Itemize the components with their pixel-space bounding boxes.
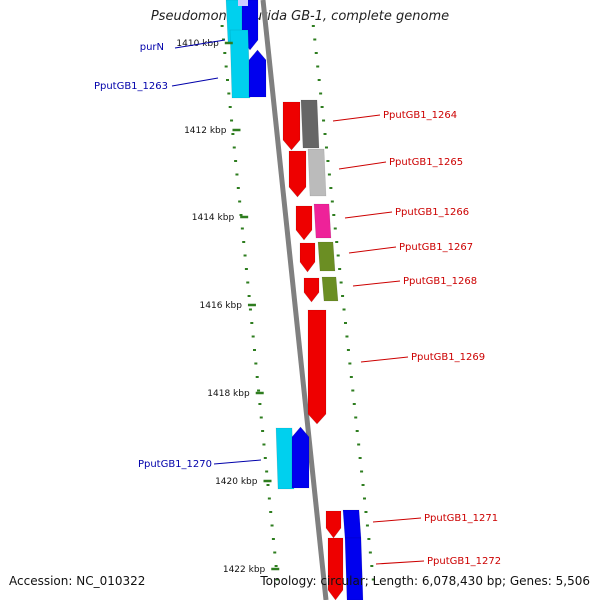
label-leader-line (171, 77, 219, 87)
kbp-tick-label: 1416 kbp (200, 301, 243, 311)
label-leader-line (332, 114, 381, 122)
label-leader-line (213, 459, 262, 465)
forward-gene-arrow (295, 205, 313, 241)
forward-cog-box (300, 99, 320, 149)
forward-gene-arrow (288, 150, 307, 198)
forward-cog-box (317, 241, 336, 272)
label-leader-line (348, 246, 397, 254)
label-leader-line (372, 517, 422, 523)
reverse-gene-arrow (248, 49, 267, 98)
forward-gene-arrow (307, 309, 327, 425)
map-title: Pseudomonas putida GB-1, complete genome (150, 9, 450, 24)
accession-text: Accession: NC_010322 (9, 574, 146, 588)
kbp-tick-label: 1414 kbp (192, 213, 235, 223)
reverse-cds-box (229, 29, 251, 99)
forward-gene-label: PputGB1_1269 (411, 352, 485, 363)
kbp-tick-label: 1420 kbp (215, 477, 258, 487)
forward-gene-label: PputGB1_1271 (424, 513, 498, 524)
forward-cog-box (321, 276, 339, 302)
label-leader-line (344, 211, 393, 219)
forward-gene-arrow (282, 101, 301, 151)
genome-summary-text: Topology: circular; Length: 6,078,430 bp… (260, 574, 590, 588)
forward-gene-label: PputGB1_1266 (395, 207, 469, 218)
forward-cog-box (344, 537, 364, 600)
kbp-tick-label: 1412 kbp (184, 126, 227, 136)
label-leader-line (174, 39, 226, 49)
forward-gene-arrow (303, 277, 320, 303)
forward-cog-box (307, 148, 327, 197)
reverse-cds-box (275, 427, 295, 490)
forward-cog-box (313, 203, 332, 239)
label-leader-line (360, 356, 409, 363)
forward-gene-label: PputGB1_1272 (427, 556, 501, 567)
kbp-tick-label: 1418 kbp (207, 389, 250, 399)
label-leader-line (352, 280, 401, 287)
reverse-gene-label: purN (140, 42, 164, 53)
forward-gene-arrow (299, 242, 316, 273)
tick-dots (220, 25, 375, 581)
forward-gene-arrow (327, 537, 344, 600)
reverse-gene-arrow (291, 426, 310, 489)
forward-gene-arrow (325, 510, 342, 539)
forward-gene-label: PputGB1_1268 (403, 276, 477, 287)
label-leader-line (375, 560, 425, 565)
forward-gene-label: PputGB1_1267 (399, 242, 473, 253)
reverse-gene-label: PputGB1_1270 (138, 459, 212, 470)
reverse-gene-label: PputGB1_1263 (94, 81, 168, 92)
gene-labels: purN PputGB1_1263 PputGB1_1270 PputGB1_1264… (94, 39, 501, 567)
genome-backbone (260, 0, 329, 600)
forward-cog-box (342, 509, 362, 539)
kbp-tick-label: 1422 kbp (223, 565, 266, 575)
reverse-gene-fragment (238, 0, 248, 6)
forward-gene-label: PputGB1_1265 (389, 157, 463, 168)
label-leader-line (338, 161, 387, 170)
forward-gene-label: PputGB1_1264 (383, 110, 457, 121)
gene-features (225, 0, 364, 600)
